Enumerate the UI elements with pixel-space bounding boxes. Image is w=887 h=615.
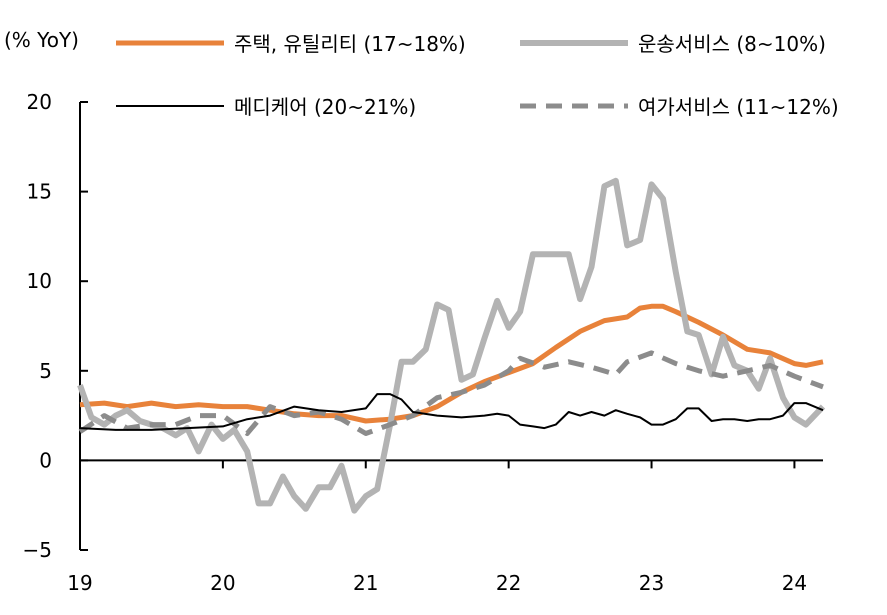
legend-item-medicare: 메디케어 (20~21%): [114, 91, 416, 120]
y-tick-label: 5: [39, 359, 52, 383]
housing-line: [79, 303, 824, 424]
x-tick-label: 19: [67, 571, 92, 595]
legend-label-housing: 주택, 유틸리티 (17~18%): [234, 32, 466, 56]
x-tick-label: 23: [639, 571, 664, 595]
y-tick-label: 10: [27, 269, 52, 293]
y-unit-label: (% YoY): [4, 28, 79, 52]
transport-line: [77, 177, 826, 514]
y-tick-label: 15: [27, 180, 52, 204]
legend-item-transport: 운송서비스 (8~10%): [518, 28, 826, 57]
tick-labels: 20 15 10 5 0 −5 19 20 21 22 23 24: [23, 90, 808, 595]
x-tick-label: 24: [782, 571, 807, 595]
legend-item-leisure: 여가서비스 (11~12%): [518, 91, 839, 120]
leisure-line: [78, 350, 824, 436]
y-tick-label: 20: [27, 90, 52, 114]
legend-label-medicare: 메디케어 (20~21%): [234, 95, 417, 119]
legend-item-housing: 주택, 유틸리티 (17~18%): [114, 28, 466, 57]
axes: [79, 101, 823, 551]
x-tick-label: 20: [210, 571, 235, 595]
legend-label-transport: 운송서비스 (8~10%): [638, 32, 826, 56]
legend-swatch-transport: [520, 39, 628, 46]
legend-swatch-leisure: [520, 103, 628, 108]
legend-swatch-housing: [116, 40, 224, 45]
series-lines: [77, 177, 826, 514]
y-tick-label: 0: [39, 448, 52, 472]
legend-label-leisure: 여가서비스 (11~12%): [638, 95, 839, 119]
x-tick-label: 22: [496, 571, 521, 595]
y-tick-label: −5: [23, 538, 52, 562]
x-tick-label: 21: [353, 571, 378, 595]
medicare-line: [79, 393, 824, 431]
legend-swatch-medicare: [116, 104, 224, 107]
